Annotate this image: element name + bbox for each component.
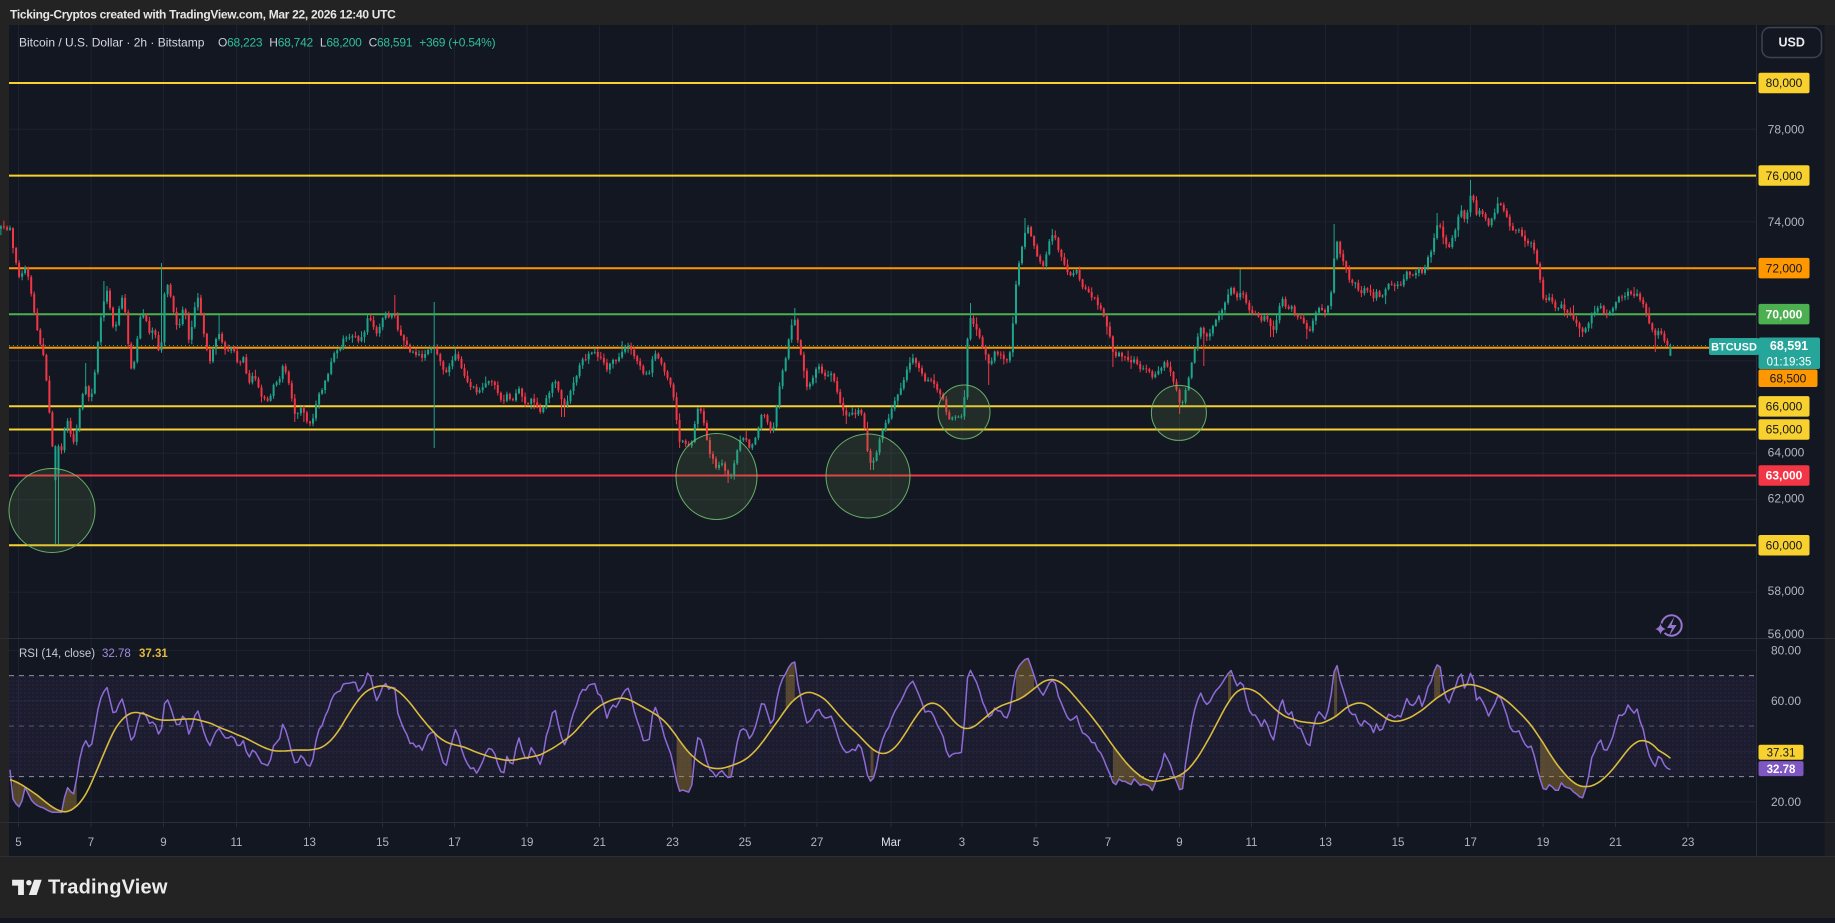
svg-text:7: 7 (1105, 837, 1111, 849)
svg-text:3: 3 (959, 837, 965, 849)
svg-text:32.78: 32.78 (102, 648, 131, 660)
svg-text:5: 5 (15, 837, 21, 849)
svg-text:17: 17 (1464, 837, 1477, 849)
svg-text:21: 21 (593, 837, 606, 849)
svg-text:20.00: 20.00 (1771, 795, 1801, 809)
svg-text:37.31: 37.31 (1767, 747, 1796, 759)
svg-text:63,000: 63,000 (1766, 469, 1803, 483)
svg-text:TradingView: TradingView (48, 877, 168, 899)
svg-text:66,000: 66,000 (1766, 400, 1803, 414)
svg-text:13: 13 (303, 837, 316, 849)
svg-text:76,000: 76,000 (1766, 169, 1803, 183)
svg-text:RSI (14, close): RSI (14, close) (19, 648, 95, 660)
svg-text:19: 19 (1537, 837, 1550, 849)
svg-text:USD: USD (1778, 36, 1804, 50)
svg-text:9: 9 (160, 837, 166, 849)
svg-text:70,000: 70,000 (1766, 307, 1803, 321)
svg-text:Bitcoin / U.S. Dollar · 2h · B: Bitcoin / U.S. Dollar · 2h · Bitstamp (19, 36, 205, 50)
svg-text:5: 5 (1033, 837, 1039, 849)
svg-text:BTCUSD: BTCUSD (1711, 342, 1757, 354)
svg-text:68,591: 68,591 (1770, 339, 1808, 353)
svg-text:56,000: 56,000 (1768, 627, 1805, 641)
svg-text:60.00: 60.00 (1771, 694, 1801, 708)
svg-text:65,000: 65,000 (1766, 423, 1803, 437)
svg-text:58,000: 58,000 (1768, 584, 1805, 598)
svg-text:72,000: 72,000 (1766, 261, 1803, 275)
svg-text:74,000: 74,000 (1768, 215, 1805, 229)
svg-text:68,500: 68,500 (1770, 372, 1807, 386)
svg-text:27: 27 (811, 837, 824, 849)
svg-text:7: 7 (88, 837, 94, 849)
svg-text:15: 15 (376, 837, 389, 849)
svg-text:19: 19 (521, 837, 534, 849)
svg-text:13: 13 (1319, 837, 1332, 849)
svg-text:78,000: 78,000 (1768, 123, 1805, 137)
svg-text:25: 25 (739, 837, 752, 849)
svg-text:32.78: 32.78 (1767, 764, 1796, 776)
svg-text:11: 11 (231, 837, 243, 849)
svg-text:11: 11 (1246, 837, 1258, 849)
svg-text:37.31: 37.31 (139, 648, 168, 660)
svg-text:21: 21 (1609, 837, 1622, 849)
svg-text:Ticking-Cryptos created with T: Ticking-Cryptos created with TradingView… (10, 8, 396, 22)
svg-text:Mar: Mar (881, 837, 901, 849)
svg-text:80,000: 80,000 (1766, 76, 1803, 90)
svg-text:23: 23 (1682, 837, 1695, 849)
svg-text:9: 9 (1176, 837, 1182, 849)
svg-text:23: 23 (666, 837, 679, 849)
svg-text:60,000: 60,000 (1766, 538, 1803, 552)
svg-text:15: 15 (1392, 837, 1405, 849)
svg-text:80.00: 80.00 (1771, 644, 1801, 658)
svg-text:62,000: 62,000 (1768, 492, 1805, 506)
svg-text:64,000: 64,000 (1768, 445, 1805, 459)
svg-text:01:19:35: 01:19:35 (1767, 357, 1812, 369)
svg-text:17: 17 (448, 837, 461, 849)
